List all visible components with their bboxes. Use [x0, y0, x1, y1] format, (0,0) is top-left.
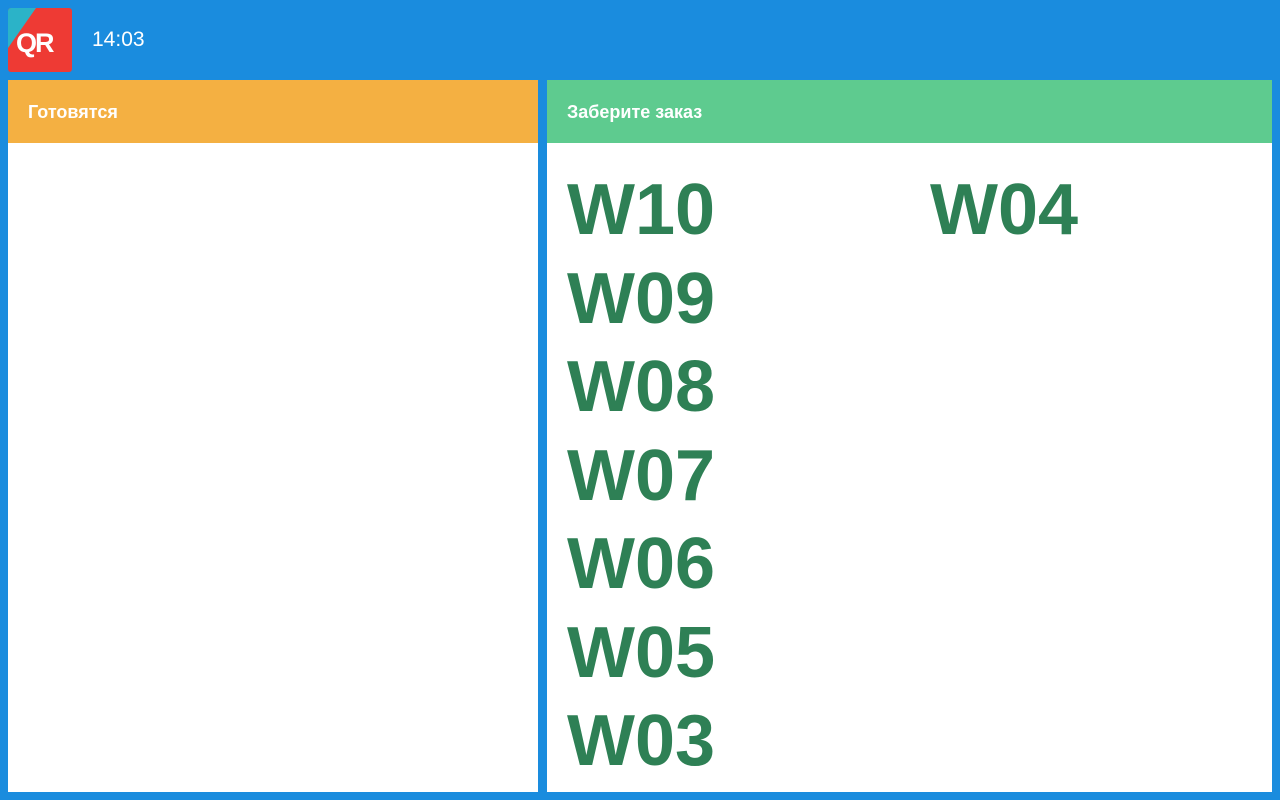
ready-header: Заберите заказ: [547, 80, 1272, 143]
order-number: W10: [567, 170, 716, 250]
preparing-header: Готовятся: [8, 80, 538, 143]
ready-orders-list: W10 W09 W08 W07 W06 W05 W03 W04: [567, 166, 1230, 786]
order-number: W07: [567, 435, 716, 516]
clock: 14:03: [92, 28, 145, 51]
order-number: W04: [930, 170, 1079, 250]
qr-logo: QR: [8, 8, 72, 72]
order-number: W09: [567, 258, 716, 339]
preparing-panel: Готовятся: [8, 80, 538, 792]
order-number: W08: [567, 347, 716, 427]
order-number: W05: [567, 612, 716, 693]
order-number: W06: [567, 524, 716, 604]
order-number: W03: [567, 701, 716, 781]
ready-panel: Заберите заказ W10 W09 W08 W07 W06 W05 W…: [547, 80, 1272, 792]
logo-text: QR: [16, 28, 54, 58]
